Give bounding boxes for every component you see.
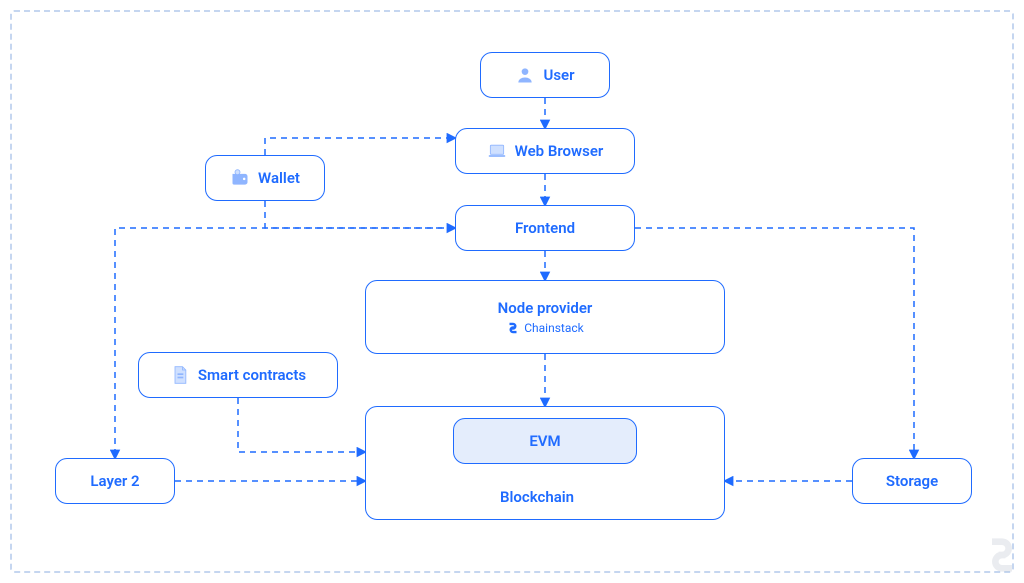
document-icon	[170, 365, 190, 385]
laptop-icon	[487, 141, 507, 161]
chainstack-watermark-icon	[982, 535, 1022, 575]
wallet-icon	[230, 168, 250, 188]
node-evm-label: EVM	[529, 432, 560, 450]
node-smart-contracts-label: Smart contracts	[198, 366, 306, 384]
node-web-browser-label: Web Browser	[515, 142, 604, 160]
node-node-provider-sub: Chainstack	[506, 321, 584, 335]
chainstack-icon	[506, 321, 520, 335]
node-blockchain-label: Blockchain	[500, 488, 574, 506]
node-user-label: User	[543, 66, 574, 84]
node-node-provider-label: Node provider	[498, 299, 593, 317]
user-icon	[515, 65, 535, 85]
node-wallet-label: Wallet	[258, 169, 300, 187]
node-layer2-label: Layer 2	[90, 472, 139, 490]
node-evm: EVM	[453, 418, 637, 464]
node-smart-contracts: Smart contracts	[138, 352, 338, 398]
node-user: User	[480, 52, 610, 98]
node-layer2: Layer 2	[55, 458, 175, 504]
node-wallet: Wallet	[205, 155, 325, 201]
node-frontend-label: Frontend	[515, 219, 575, 237]
node-node-provider: Node provider Chainstack	[365, 280, 725, 354]
node-web-browser: Web Browser	[455, 128, 635, 174]
node-frontend: Frontend	[455, 205, 635, 251]
node-storage-label: Storage	[886, 472, 938, 490]
node-storage: Storage	[852, 458, 972, 504]
